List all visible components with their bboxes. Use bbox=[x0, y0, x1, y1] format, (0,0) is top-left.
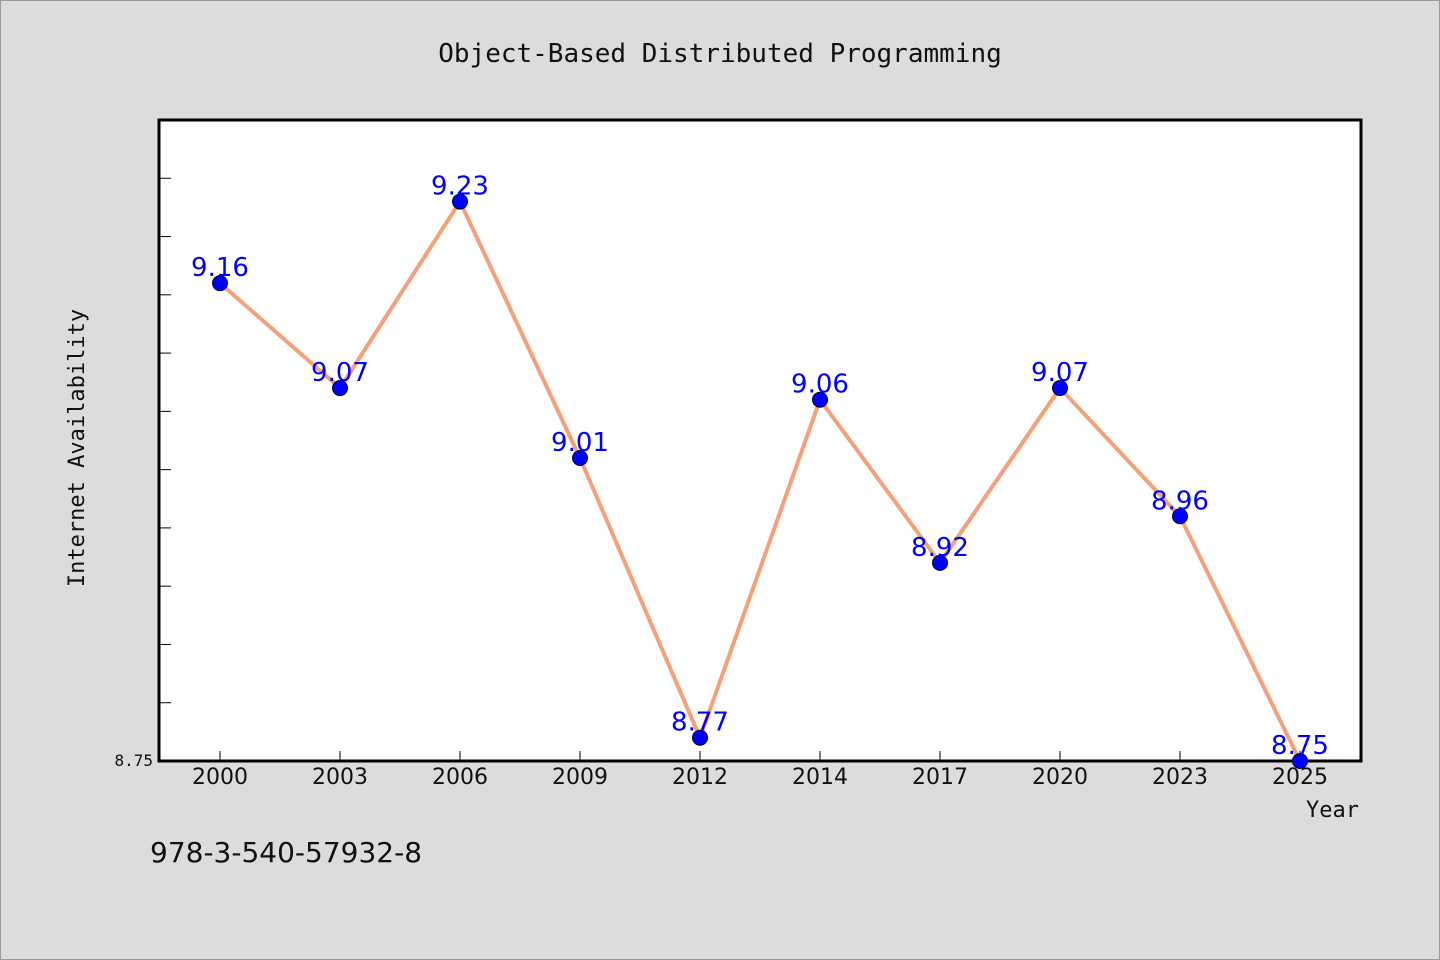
data-point bbox=[1172, 508, 1188, 525]
data-label: 9.01 bbox=[551, 428, 609, 458]
data-point bbox=[1052, 380, 1068, 397]
data-label: 8.92 bbox=[911, 533, 969, 563]
data-label: 9.06 bbox=[791, 370, 849, 400]
x-tick-label: 2025 bbox=[1272, 765, 1328, 790]
x-tick-label: 2006 bbox=[432, 765, 488, 790]
data-label: 8.75 bbox=[1271, 731, 1329, 761]
data-point bbox=[692, 729, 708, 746]
y-axis-ticks: 8.75 bbox=[114, 119, 171, 770]
isbn-text: 978-3-540-57932-8 bbox=[150, 836, 422, 869]
data-point bbox=[572, 449, 588, 466]
y-tick-label: 8.75 bbox=[114, 751, 153, 770]
x-tick-label: 2017 bbox=[912, 765, 968, 790]
x-tick-label: 2009 bbox=[552, 765, 608, 790]
data-point bbox=[932, 554, 948, 571]
data-point bbox=[452, 193, 468, 210]
data-point bbox=[1292, 753, 1308, 769]
data-label: 8.77 bbox=[671, 708, 729, 738]
x-tick-label: 2012 bbox=[672, 765, 728, 790]
series-line bbox=[218, 199, 1302, 762]
x-tick-label: 2023 bbox=[1152, 765, 1208, 790]
data-point bbox=[332, 380, 348, 397]
data-label: 9.16 bbox=[191, 253, 249, 283]
data-point bbox=[212, 275, 228, 292]
x-axis-ticks: 2000 2003 2006 2009 2012 2014 2017 2020 2023 2025 bbox=[192, 751, 1328, 790]
data-label: 9.23 bbox=[431, 172, 489, 202]
plot-area bbox=[157, 118, 1363, 763]
x-tick-label: 2003 bbox=[312, 765, 368, 790]
data-labels: 9.16 9.07 9.23 9.01 8.77 9.06 8.92 9.07 8.96 8.75 bbox=[191, 172, 1329, 761]
x-tick-label: 2020 bbox=[1032, 765, 1088, 790]
series-layer bbox=[212, 193, 1308, 769]
x-tick-label: 2014 bbox=[792, 765, 848, 790]
data-label: 9.07 bbox=[1031, 358, 1089, 388]
x-axis-label: Year bbox=[1306, 798, 1359, 823]
data-label: 9.07 bbox=[311, 358, 369, 388]
y-axis-label: Internet Availability bbox=[65, 309, 90, 587]
data-point bbox=[812, 391, 828, 408]
x-tick-label: 2000 bbox=[192, 765, 248, 790]
data-label: 8.96 bbox=[1151, 486, 1209, 516]
chart-title: Object-Based Distributed Programming bbox=[438, 39, 1002, 69]
